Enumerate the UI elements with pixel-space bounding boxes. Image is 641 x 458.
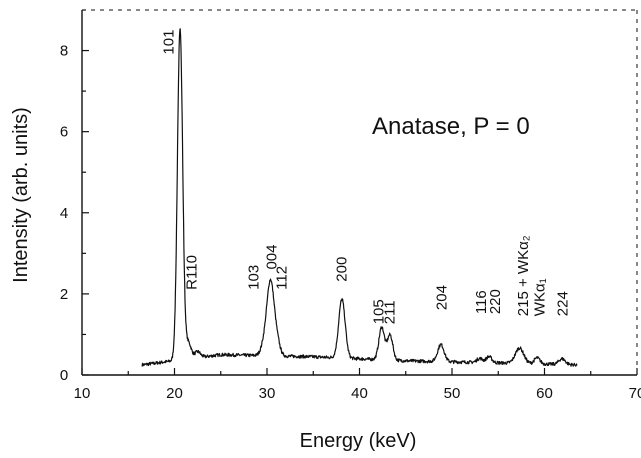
y-tick-label: 0 (60, 367, 68, 384)
x-tick-label: 10 (74, 385, 91, 402)
peak-label: 224 (555, 291, 572, 316)
peak-label: 116 (473, 290, 490, 314)
peak-label: 215 + WKα₂ (515, 235, 532, 316)
x-tick-label: 70 (629, 385, 641, 402)
peak-label: 101 (161, 30, 178, 55)
peak-label: 220 (487, 289, 504, 314)
y-tick-label: 4 (60, 205, 68, 222)
peak-label: 105 (371, 299, 388, 324)
y-axis-label: Intensity (arb. units) (10, 107, 32, 283)
peak-label: 112 (273, 266, 290, 290)
x-tick-label: 40 (351, 385, 368, 402)
plot-frame (81, 9, 638, 376)
y-tick-label: 2 (60, 286, 68, 303)
chart-annotation: Anatase, P = 0 (372, 113, 530, 140)
x-axis-label: Energy (keV) (300, 430, 417, 452)
y-tick-label: 6 (60, 124, 68, 141)
peak-label: 200 (334, 257, 351, 282)
tick-labels: 10 20 30 40 50 60 70 0 2 4 6 8 (60, 43, 641, 402)
spectrum-line (141, 28, 578, 367)
axis-ticks (81, 9, 638, 376)
peak-label: 211 (382, 300, 399, 324)
y-tick-label: 8 (60, 43, 68, 60)
peak-label: WKα₁ (532, 278, 549, 316)
x-tick-label: 30 (259, 385, 276, 402)
x-tick-label: 20 (166, 385, 183, 402)
peak-label: 204 (433, 285, 450, 310)
peak-label: 103 (246, 265, 263, 290)
x-tick-label: 50 (444, 385, 461, 402)
peak-label: 004 (263, 245, 280, 270)
x-tick-label: 60 (536, 385, 553, 402)
peak-label: R110 (184, 255, 201, 290)
